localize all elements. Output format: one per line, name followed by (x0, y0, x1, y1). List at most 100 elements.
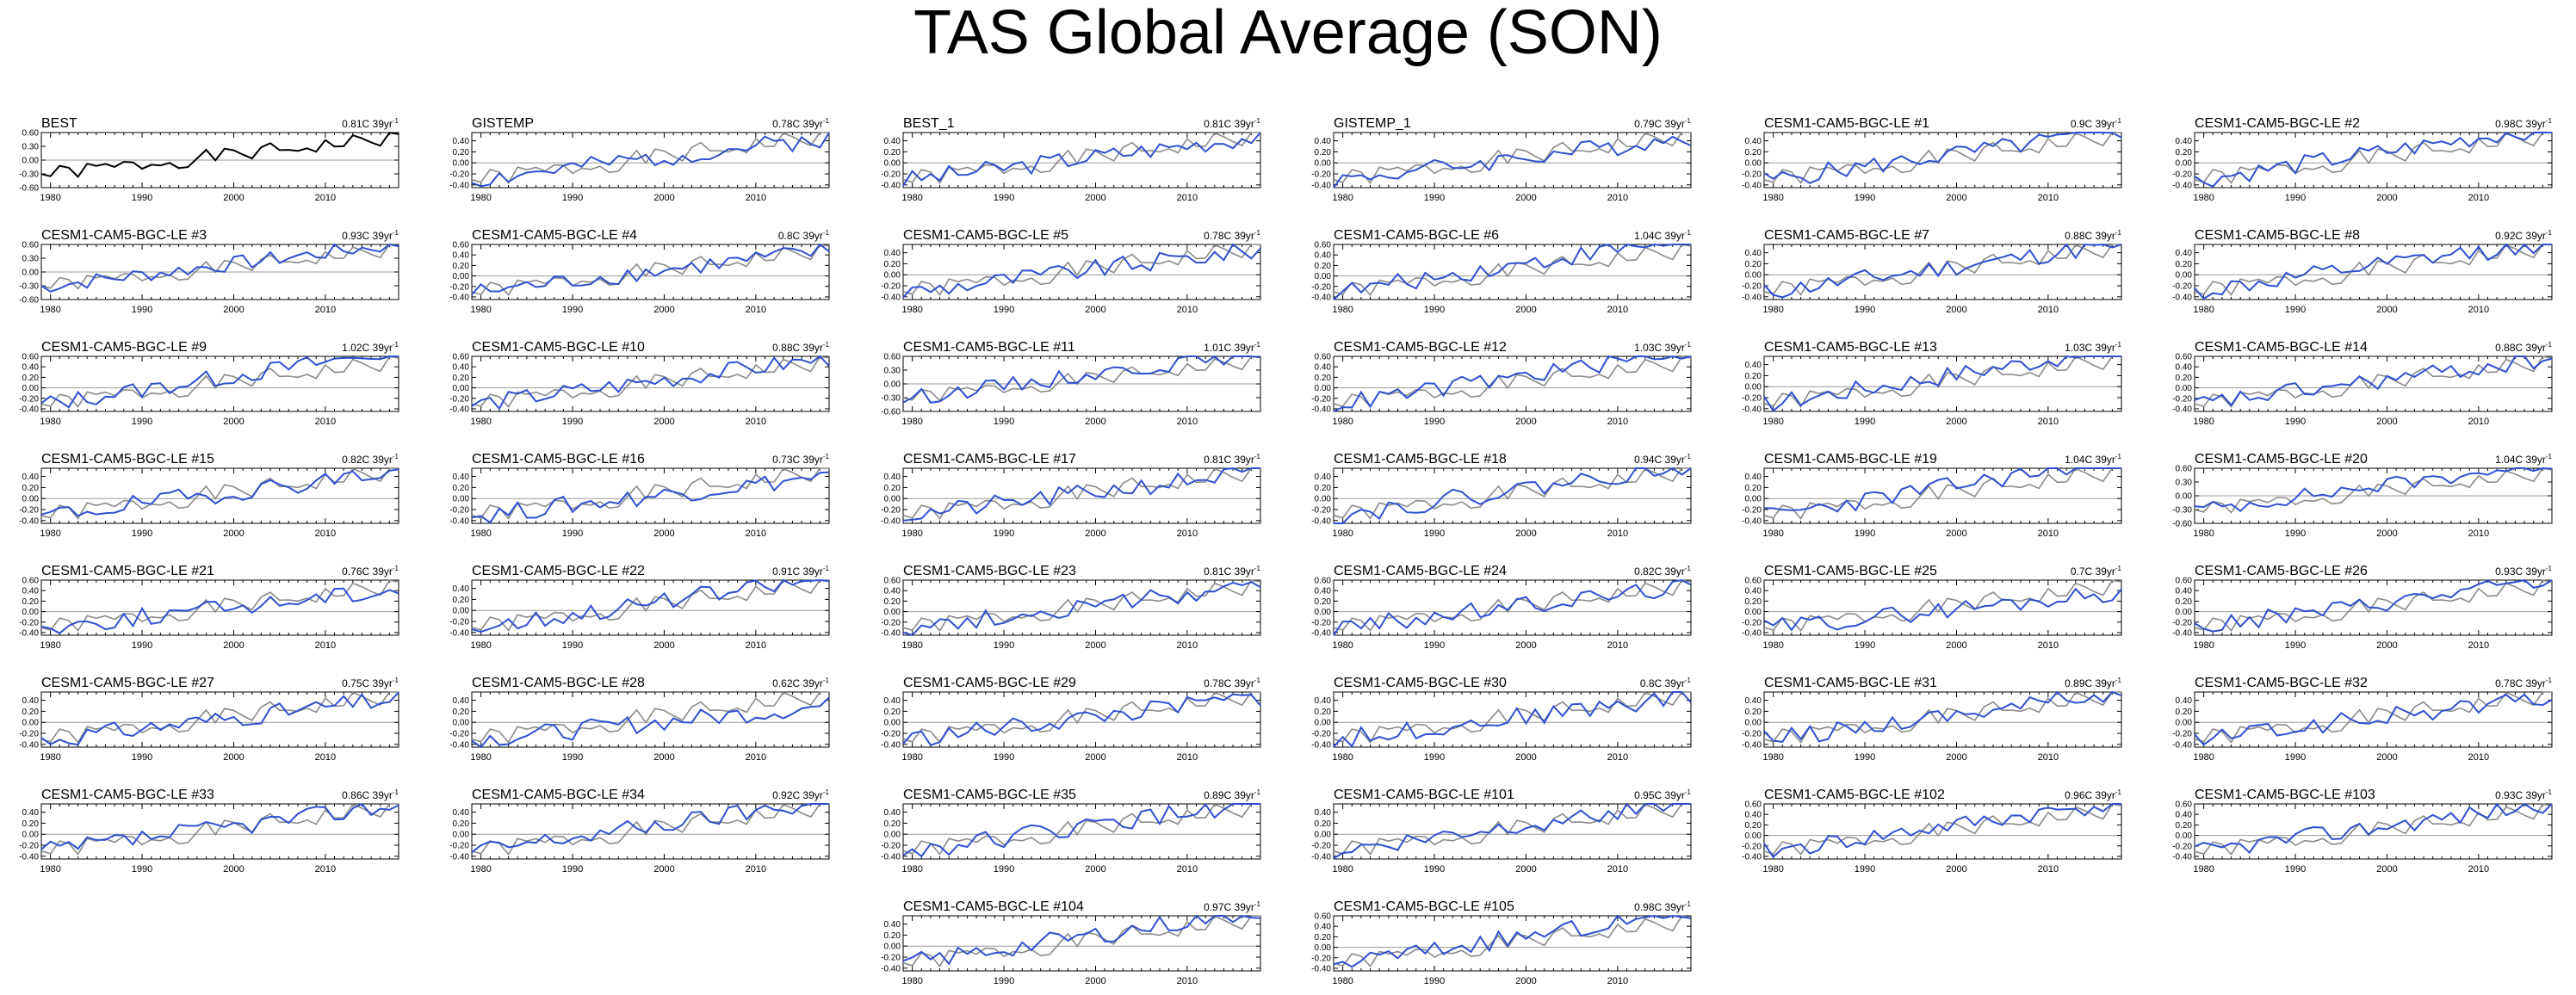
x-tick-label: 1990 (2285, 864, 2306, 874)
y-tick-label: -0.40 (19, 516, 39, 526)
x-tick-label: 2010 (315, 864, 336, 874)
y-tick-label: -0.20 (881, 282, 901, 292)
y-tick-label: 0.40 (884, 808, 901, 818)
y-tick-label: -0.20 (19, 506, 39, 516)
series-line-observed (40, 467, 399, 520)
x-tick-label: 2010 (746, 417, 766, 427)
trend-exponent: -1 (1254, 453, 1261, 460)
y-tick-label: 0.40 (1745, 249, 1762, 258)
series-line-model (902, 803, 1260, 858)
x-tick-label: 2000 (223, 640, 244, 651)
y-tick-label: 0.00 (22, 719, 40, 728)
panel-frame (40, 691, 399, 748)
y-tick-label: 0.00 (453, 831, 470, 840)
panel-title: CESM1-CAM5-BGC-LE #17 (903, 452, 1076, 467)
x-tick-label: 1990 (1855, 417, 1875, 427)
x-tick-label: 1980 (1762, 193, 1783, 203)
panel-trend: 1.03C 39yr-1 (1634, 341, 1691, 354)
trend-exponent: -1 (393, 565, 399, 572)
y-tick-label: 0.40 (453, 808, 470, 818)
trend-exponent: -1 (823, 565, 830, 572)
panel-frame (1763, 244, 2122, 300)
y-tick-label: 0.20 (22, 819, 40, 829)
y-tick-label: -0.40 (449, 628, 469, 638)
x-tick-label: 2010 (1177, 417, 1198, 427)
trend-exponent: -1 (2546, 341, 2553, 349)
x-tick-label: 1980 (40, 752, 60, 763)
trend-exponent: -1 (393, 229, 399, 237)
panel-trend: 0.78C 39yr-1 (1204, 677, 1260, 689)
panel-trend: 0.81C 39yr-1 (1204, 117, 1260, 130)
x-tick-label: 2000 (1515, 752, 1536, 763)
y-tick-label: 0.20 (1745, 372, 1762, 381)
panel: CESM1-CAM5-BGC-LE #18 0.94C 39yr-1 0.40 0.2… (1311, 452, 1692, 539)
y-tick-label: 0.40 (1315, 923, 1332, 932)
y-tick-label: -0.40 (1742, 405, 1762, 414)
y-tick-label: 0.20 (884, 597, 901, 607)
x-tick-label: 1980 (2193, 640, 2214, 651)
series-line-observed (2194, 355, 2553, 409)
series-line-observed (1333, 803, 1691, 856)
x-tick-label: 2010 (2038, 640, 2059, 651)
y-tick-label: 0.20 (1315, 484, 1332, 493)
panel-trend: 0.89C 39yr-1 (1204, 788, 1260, 801)
y-tick-label: 0.00 (453, 495, 470, 504)
trend-exponent: -1 (1254, 900, 1261, 908)
panel-trend: 0.95C 39yr-1 (1634, 788, 1691, 801)
series-line-observed (902, 467, 1260, 520)
panel-title: CESM1-CAM5-BGC-LE #28 (472, 676, 645, 690)
x-tick-label: 1990 (1424, 864, 1445, 874)
y-tick-label: 0.20 (22, 374, 40, 383)
y-tick-label: 0.40 (453, 584, 470, 594)
panel-title: CESM1-CAM5-BGC-LE #22 (472, 564, 645, 578)
y-tick-label: -0.40 (881, 964, 901, 973)
y-tick-label: 0.60 (884, 353, 901, 362)
panel-trend: 0.88C 39yr-1 (2065, 229, 2121, 242)
y-tick-label: 0.20 (1745, 260, 1762, 269)
x-tick-label: 2010 (1607, 752, 1628, 763)
panel-trend: 0.82C 39yr-1 (1634, 565, 1691, 578)
x-tick-label: 2010 (2038, 305, 2059, 315)
x-tick-label: 2000 (1946, 305, 1966, 315)
x-tick-label: 1990 (562, 417, 583, 427)
y-tick-label: -0.40 (19, 740, 39, 750)
panel-frame (902, 244, 1261, 300)
y-tick-label: 0.20 (1745, 484, 1762, 493)
x-tick-label: 2000 (223, 193, 244, 203)
panel-trend: 0.89C 39yr-1 (2065, 677, 2121, 689)
y-tick-label: 0.00 (1745, 271, 1762, 281)
y-tick-label: -0.20 (449, 618, 469, 627)
panel: CESM1-CAM5-BGC-LE #4 0.8C 39yr-10.600.400… (449, 228, 830, 315)
trend-exponent: -1 (2115, 565, 2122, 572)
x-tick-label: 1990 (994, 864, 1014, 874)
panel-frame (1763, 355, 2122, 412)
series-line-model (40, 468, 399, 517)
series-line-observed (1333, 132, 1691, 184)
panel: CESM1-CAM5-BGC-LE #1 0.9C 39yr-1 0.40 0.200… (1742, 116, 2121, 203)
x-tick-label: 2000 (653, 193, 674, 203)
trend-exponent: -1 (823, 341, 830, 349)
panel-title: CESM1-CAM5-BGC-LE #30 (1334, 676, 1507, 690)
y-tick-label: -0.40 (2172, 740, 2192, 750)
x-tick-label: 2010 (315, 193, 336, 203)
x-tick-label: 2010 (2038, 752, 2059, 763)
x-tick-label: 2010 (2468, 528, 2489, 539)
y-tick-label: -0.20 (1742, 170, 1762, 180)
panel: CESM1-CAM5-BGC-LE #10 0.88C 39yr-1 0.600.4… (449, 340, 830, 427)
y-tick-label: -0.40 (449, 293, 469, 302)
y-tick-label: 0.00 (884, 831, 901, 840)
trend-exponent: -1 (2546, 677, 2553, 684)
x-tick-label: 2000 (2376, 417, 2397, 427)
y-tick-label: -0.20 (1742, 282, 1762, 292)
x-tick-label: 2010 (315, 640, 336, 651)
x-tick-label: 1980 (470, 864, 491, 874)
y-tick-label: 0.20 (453, 262, 470, 271)
series-line-observed (1333, 691, 1691, 744)
y-tick-label: -0.30 (2172, 506, 2192, 516)
x-tick-label: 2010 (1607, 528, 1628, 539)
x-tick-label: 2010 (746, 305, 766, 315)
x-tick-label: 2000 (2376, 305, 2397, 315)
y-tick-label: 0.00 (1315, 943, 1332, 953)
x-tick-label: 1980 (1332, 864, 1353, 874)
x-tick-label: 1980 (2193, 305, 2214, 315)
